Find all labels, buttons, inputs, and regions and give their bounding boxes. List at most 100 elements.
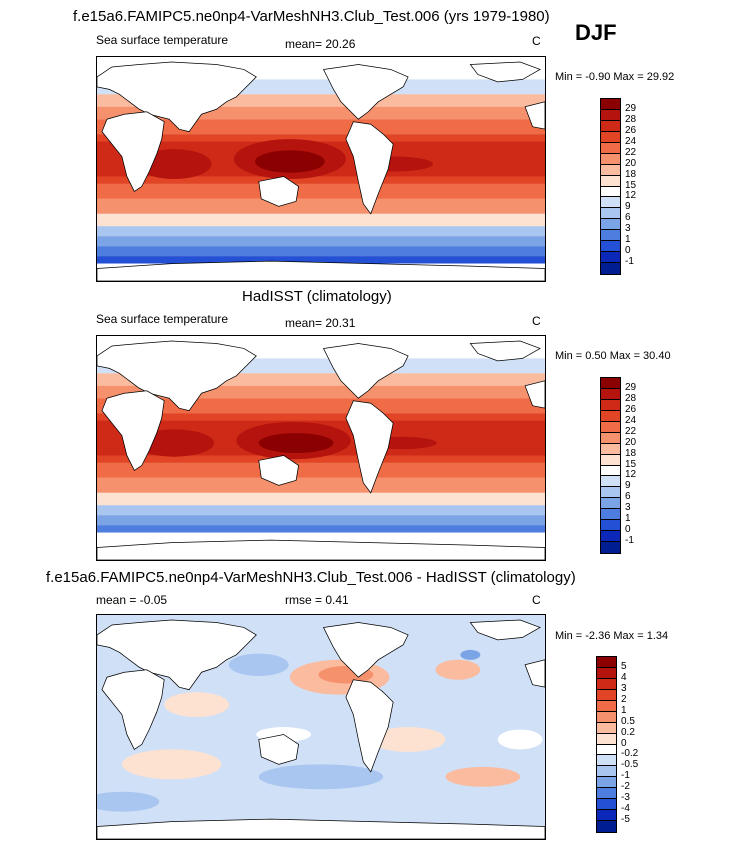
panel2-units: C <box>532 314 541 328</box>
panel1-colorbar-tick-label: 24 <box>625 135 637 147</box>
panel3-colorbar-tick-label: -5 <box>621 814 630 826</box>
panel2-colorbar-segment <box>601 388 620 400</box>
panel1-colorbar-tick-label: 26 <box>625 124 637 136</box>
panel3-colorbar <box>596 656 617 833</box>
panel2-colorbar-segment <box>601 432 620 444</box>
panel3-colorbar-tick-label: -3 <box>621 792 630 804</box>
panel2-colorbar-tick-label: 15 <box>625 458 637 470</box>
panel3-title: f.e15a6.FAMIPC5.ne0np4-VarMeshNH3.Club_T… <box>46 569 576 586</box>
panel2-map <box>96 335 546 561</box>
panel2-colorbar-segment <box>601 399 620 411</box>
panel1-colorbar-segment <box>601 142 620 154</box>
panel2-colorbar-segment <box>601 531 620 543</box>
panel1-colorbar-segment <box>601 109 620 121</box>
panel2-colorbar-segment <box>601 443 620 455</box>
panel1-colorbar-segment <box>601 197 620 209</box>
panel2-colorbar-segment <box>601 476 620 488</box>
panel1-colorbar-segment <box>601 164 620 176</box>
panel2-continents <box>97 340 545 560</box>
panel2-colorbar-segment <box>601 509 620 521</box>
panel2-colorbar-tick-label: 1 <box>625 513 631 525</box>
panel1-colorbar-segment <box>601 241 620 253</box>
panel2-colorbar-tick-label: 20 <box>625 436 637 448</box>
panel3-colorbar-tick-label: -4 <box>621 803 630 815</box>
panel3-colorbar-tick-label: 2 <box>621 693 627 705</box>
panel3-colorbar-segment <box>597 788 616 800</box>
panel1-sst-field <box>97 57 545 281</box>
panel2-colorbar-segment <box>601 487 620 499</box>
panel3-colorbar-segment <box>597 667 616 679</box>
panel1-colorbar-tick-label: -1 <box>625 256 634 268</box>
panel3-colorbar-segment <box>597 766 616 778</box>
panel2-colorbar-segment <box>601 520 620 532</box>
panel2-colorbar-segment <box>601 378 620 389</box>
panel1-colorbar-segment <box>601 153 620 165</box>
panel2-colorbar-tick-label: 9 <box>625 480 631 492</box>
panel3-map <box>96 614 546 840</box>
panel3-colorbar-segment <box>597 799 616 811</box>
panel3-colorbar-segment <box>597 733 616 745</box>
panel1-colorbar-segment <box>601 219 620 231</box>
panel3-colorbar-segment <box>597 744 616 756</box>
panel1-colorbar-tick-label: 29 <box>625 102 637 114</box>
panel1-map-canvas <box>97 57 545 281</box>
panel1-colorbar-tick-label: 28 <box>625 113 637 125</box>
panel1-colorbar-tick-label: 22 <box>625 146 637 158</box>
panel1-colorbar-segment <box>601 186 620 198</box>
panel1-units: C <box>532 34 541 48</box>
panel3-colorbar-tick-label: 0.5 <box>621 715 635 727</box>
panel3-colorbar-tick-label: 1 <box>621 704 627 716</box>
panel2-colorbar-tick-label: 24 <box>625 414 637 426</box>
panel1-colorbar-segment <box>601 99 620 110</box>
panel3-colorbar-segment <box>597 810 616 822</box>
panel3-colorbar-tick-label: -2 <box>621 781 630 793</box>
panel3-colorbar-segment <box>597 821 616 832</box>
panel1-colorbar-tick-label: 1 <box>625 234 631 246</box>
panel3-colorbar-tick-label: -0.2 <box>621 748 639 760</box>
panel3-colorbar-segment <box>597 689 616 701</box>
panel2-map-canvas <box>97 336 545 560</box>
panel2-colorbar-tick-label: 29 <box>625 381 637 393</box>
panel1-colorbar-ticks: 29 28 26 24 22 20 18 15 12 9 6 3 1 0 -1 <box>625 98 655 273</box>
panel3-colorbar-tick-label: 5 <box>621 660 627 672</box>
panel1-colorbar-tick-label: 6 <box>625 212 631 224</box>
panel2-colorbar-tick-label: 6 <box>625 491 631 503</box>
panel3-colorbar-segment <box>597 755 616 767</box>
panel1-minmax: Min = -0.90 Max = 29.92 <box>555 71 675 83</box>
panel1-colorbar-segment <box>601 175 620 187</box>
panel2-colorbar-ticks: 29 28 26 24 22 20 18 15 12 9 6 3 1 0 -1 <box>625 377 655 552</box>
panel1-colorbar-tick-label: 9 <box>625 201 631 213</box>
panel2-colorbar-tick-label: 22 <box>625 425 637 437</box>
panel1-colorbar-segment <box>601 263 620 274</box>
panel2-mean: mean= 20.31 <box>285 316 356 330</box>
panel3-map-canvas <box>97 615 545 839</box>
panel1-colorbar-tick-label: 20 <box>625 157 637 169</box>
panel1-colorbar <box>600 98 621 275</box>
panel3-colorbar-tick-label: -0.5 <box>621 759 639 771</box>
panel3-colorbar-tick-label: 3 <box>621 682 627 694</box>
panel2-colorbar-tick-label: 0 <box>625 524 631 536</box>
panel3-colorbar-tick-label: 0 <box>621 737 627 749</box>
panel1-colorbar-segment <box>601 120 620 132</box>
panel1-colorbar-tick-label: 0 <box>625 245 631 257</box>
panel2-colorbar-segment <box>601 465 620 477</box>
panel2-colorbar-tick-label: 18 <box>625 447 637 459</box>
panel3-colorbar-tick-label: -1 <box>621 770 630 782</box>
panel1-colorbar-tick-label: 12 <box>625 190 637 202</box>
panel3-units: C <box>532 593 541 607</box>
panel2-colorbar-tick-label: 12 <box>625 469 637 481</box>
panel1-mean: mean= 20.26 <box>285 37 356 51</box>
panel1-colorbar-tick-label: 18 <box>625 168 637 180</box>
panel3-colorbar-segment <box>597 657 616 668</box>
panel2-title: HadISST (climatology) <box>242 288 392 305</box>
panel1-colorbar-tick-label: 3 <box>625 223 631 235</box>
panel1-map <box>96 56 546 282</box>
season-label: DJF <box>575 20 617 45</box>
panel3-continents <box>97 619 545 839</box>
panel3-rmse: rmse = 0.41 <box>285 593 349 607</box>
panel2-colorbar-segment <box>601 498 620 510</box>
panel2-colorbar-tick-label: -1 <box>625 535 634 547</box>
panel2-left-label: Sea surface temperature <box>96 312 229 326</box>
panel2-colorbar-tick-label: 28 <box>625 392 637 404</box>
panel1-colorbar-segment <box>601 230 620 242</box>
